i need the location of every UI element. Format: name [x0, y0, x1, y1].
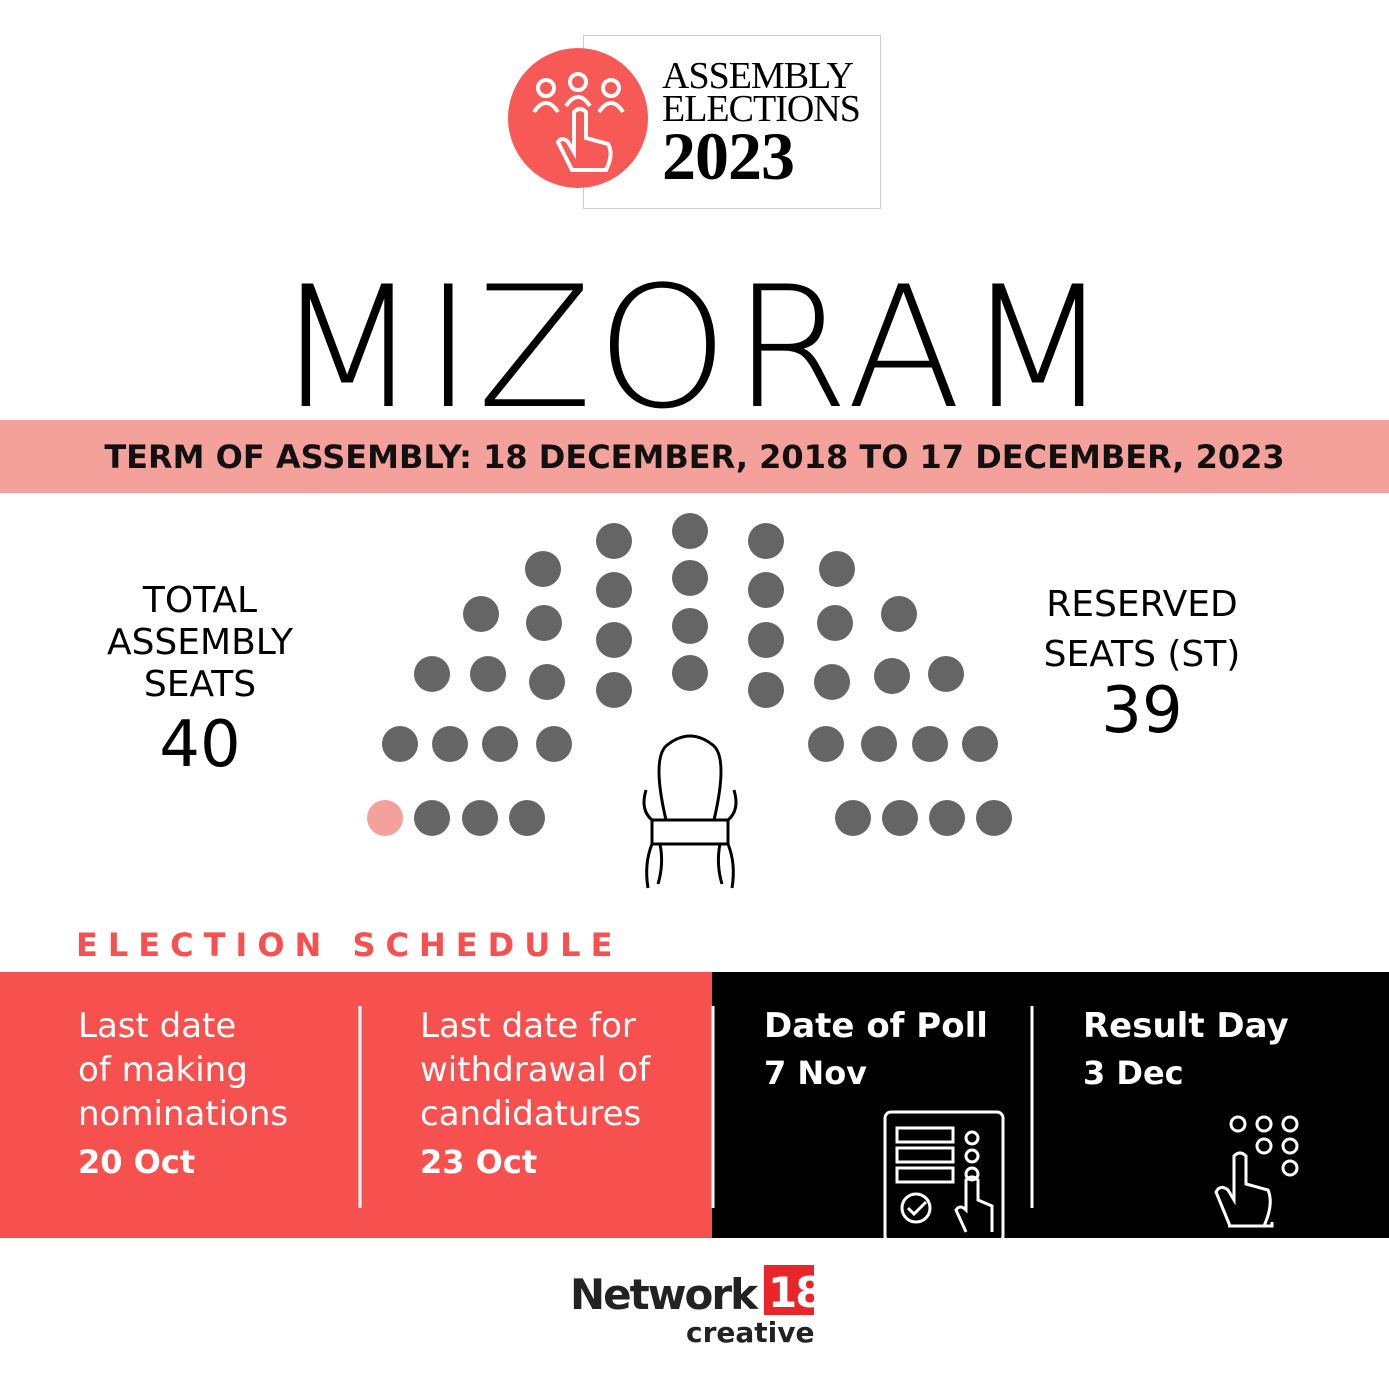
schedule-date: 7 Nov	[764, 1054, 868, 1092]
logo-18-box	[764, 1265, 814, 1315]
seat-dot	[382, 726, 418, 762]
seat-dot	[874, 658, 910, 694]
term-value: 18 DECEMBER, 2018 TO 17 DECEMBER, 2023	[483, 438, 1285, 476]
schedule-title: ELECTION SCHEDULE	[76, 926, 623, 964]
schedule-label: nominations	[78, 1094, 289, 1134]
logo-line: ASSEMBLY	[662, 55, 854, 97]
logo-circle	[508, 48, 648, 188]
seat-dot	[367, 800, 403, 836]
schedule-label: of making	[78, 1050, 248, 1090]
reserved-seats: RESERVED SEATS (ST) 39	[1022, 580, 1262, 748]
title: MIZORAM	[274, 250, 1115, 446]
schedule-red	[0, 972, 712, 1238]
seat-dot	[596, 622, 632, 658]
reserved-value: 39	[1101, 674, 1183, 748]
seat-dot	[962, 726, 998, 762]
schedule-label: candidatures	[420, 1094, 642, 1134]
seat-dot	[881, 596, 917, 632]
seat-dot	[929, 800, 965, 836]
total-label: ASSEMBLY	[106, 622, 294, 663]
seat-dot	[529, 664, 565, 700]
footer-brand: Network	[570, 1270, 758, 1319]
total-seats: TOTAL ASSEMBLY SEATS 40	[80, 580, 320, 784]
term-band	[0, 420, 1389, 493]
seat-dot	[432, 726, 468, 762]
seat-dot	[463, 596, 499, 632]
seat-dot	[526, 605, 562, 641]
seat-dot	[882, 800, 918, 836]
schedule-label: Date of Poll	[764, 1006, 988, 1046]
schedule-date: 20 Oct	[78, 1143, 196, 1181]
seat-dot	[672, 608, 708, 644]
seat-dot	[819, 551, 855, 587]
seat-dot	[596, 572, 632, 608]
seat-dot	[462, 800, 498, 836]
schedule-label: Last date for	[420, 1006, 636, 1046]
poll-icon	[883, 1110, 1005, 1244]
schedule-item: Last date of making nominations 20 Oct	[78, 1004, 288, 1188]
schedule-date: 3 Dec	[1083, 1054, 1184, 1092]
reserved-label: SEATS (ST)	[1043, 634, 1241, 675]
total-value: 40	[159, 708, 241, 782]
logo-line: ELECTIONS	[662, 88, 861, 130]
seat-dot	[414, 656, 450, 692]
speaker-chair	[642, 734, 738, 889]
seat-dot	[808, 726, 844, 762]
footer-sub: creative	[686, 1316, 815, 1349]
seat-dot	[817, 605, 853, 641]
seat-dot	[596, 672, 632, 708]
schedule-date: 23 Oct	[420, 1143, 538, 1181]
term: TERM OF ASSEMBLY: 18 DECEMBER, 2018 TO 1…	[0, 438, 1389, 476]
seat-dot	[861, 726, 897, 762]
seat-dot	[976, 800, 1012, 836]
seat-dot	[748, 672, 784, 708]
footer-number: 18	[768, 1268, 824, 1317]
schedule-label: Last date	[78, 1006, 237, 1046]
seat-dot	[928, 656, 964, 692]
schedule-item: Result Day 3 Dec	[1083, 1004, 1289, 1098]
seat-dot	[912, 726, 948, 762]
seat-dot	[672, 655, 708, 691]
total-label: TOTAL	[142, 580, 258, 621]
seat-dot	[748, 523, 784, 559]
schedule-label: withdrawal of	[420, 1050, 651, 1090]
term-label: TERM OF ASSEMBLY:	[104, 438, 472, 476]
seat-dot	[482, 726, 518, 762]
seat-dot	[414, 800, 450, 836]
dividers	[358, 1006, 1034, 1208]
schedule-label: Result Day	[1083, 1006, 1289, 1046]
seat-dot	[672, 513, 708, 549]
seat-dot	[748, 572, 784, 608]
logo-year: 2023	[662, 118, 795, 194]
seat-dot	[596, 523, 632, 559]
result-icon	[1214, 1115, 1299, 1228]
seat-dot	[470, 656, 506, 692]
schedule-item: Last date for withdrawal of candidatures 23…	[420, 1004, 650, 1188]
footer: Network 18 creative	[570, 1268, 824, 1349]
seat-dot	[814, 664, 850, 700]
seat-dot	[509, 800, 545, 836]
logo-text: ASSEMBLY ELECTIONS 2023	[662, 55, 861, 194]
seat-dot	[672, 560, 708, 596]
reserved-label: RESERVED	[1046, 584, 1238, 625]
seat-dot	[536, 726, 572, 762]
seat-dot	[835, 800, 871, 836]
logo-icon	[532, 72, 625, 172]
seat-dot	[748, 622, 784, 658]
schedule-black	[712, 972, 1389, 1238]
schedule-item: Date of Poll 7 Nov	[764, 1004, 988, 1098]
seat-dot	[525, 551, 561, 587]
seat-dots	[367, 513, 1012, 836]
total-label: SEATS	[143, 664, 257, 705]
